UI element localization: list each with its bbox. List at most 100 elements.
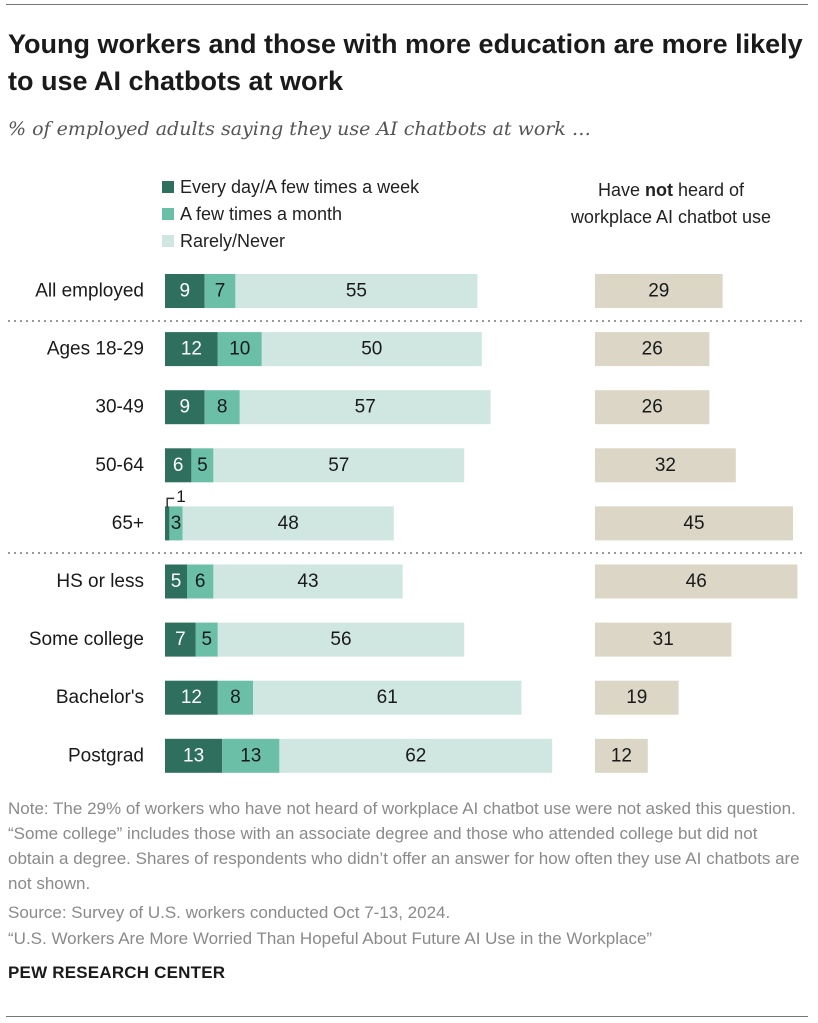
- bar-ages-18-29-rarely-never: [261, 332, 482, 367]
- chart-note: Note: The 29% of workers who have not he…: [8, 799, 800, 893]
- data-label-bachelor-s-a-few-times-a-month: 8: [230, 687, 241, 708]
- side-label-30-49: 26: [642, 397, 663, 418]
- data-label-postgrad-a-few-times-a-month: 13: [240, 745, 261, 766]
- data-label-hs-or-less-a-few-times-a-month: 6: [195, 571, 206, 592]
- bar-some-college-every-day-a-few-times-a-week: [165, 622, 196, 657]
- side-label-all-employed: 29: [648, 281, 669, 302]
- legend-item-monthly: A few times a month: [162, 202, 342, 226]
- side-bar-postgrad: [595, 738, 648, 773]
- bar-65-rarely-never: [182, 506, 394, 541]
- legend-item-rarely: Rarely/Never: [162, 229, 285, 253]
- brand-logo-text: PEW RESEARCH CENTER: [8, 963, 226, 982]
- legend-item-frequent: Every day/A few times a week: [162, 175, 419, 199]
- bar-50-64-a-few-times-a-month: [191, 448, 214, 483]
- data-label-bachelor-s-rarely-never: 61: [377, 687, 398, 708]
- side-bar-30-49: [595, 390, 710, 425]
- category-label-50-64: 50-64: [95, 455, 144, 476]
- bar-hs-or-less-rarely-never: [213, 564, 403, 599]
- side-label-hs-or-less: 46: [686, 571, 707, 592]
- data-label-50-64-rarely-never: 57: [328, 455, 349, 476]
- side-header-post: heard of workplace AI chatbot use: [570, 180, 772, 227]
- legend-label-frequent: Every day/A few times a week: [180, 176, 420, 197]
- bar-50-64-every-day-a-few-times-a-week: [165, 448, 192, 483]
- data-label-hs-or-less-rarely-never: 43: [297, 571, 318, 592]
- chart-title: Young workers and those with more educat…: [8, 29, 803, 96]
- legend-swatch-monthly: [162, 208, 174, 220]
- side-label-50-64: 32: [655, 455, 676, 476]
- bar-postgrad-a-few-times-a-month: [222, 738, 280, 773]
- bar-some-college-a-few-times-a-month: [195, 622, 218, 657]
- top-rule: [6, 4, 808, 5]
- report-title: “U.S. Workers Are More Worried Than Hope…: [8, 929, 653, 948]
- category-label-postgrad: Postgrad: [68, 745, 144, 766]
- bar-ages-18-29-every-day-a-few-times-a-week: [165, 332, 218, 367]
- side-label-some-college: 31: [653, 629, 674, 650]
- data-label-ages-18-29-every-day-a-few-times-a-week: 12: [181, 339, 202, 360]
- bar-ages-18-29-a-few-times-a-month: [217, 332, 262, 367]
- bar-65-a-few-times-a-month: [169, 506, 183, 541]
- side-bar-hs-or-less: [595, 564, 798, 599]
- category-label-hs-or-less: HS or less: [56, 571, 144, 592]
- bottom-rule: [6, 1016, 808, 1017]
- chart-subtitle: % of employed adults saying they use AI …: [8, 118, 591, 140]
- side-label-postgrad: 12: [611, 745, 632, 766]
- side-bar-all-employed: [595, 274, 723, 308]
- bar-30-49-every-day-a-few-times-a-week: [165, 390, 205, 425]
- data-label-postgrad-every-day-a-few-times-a-week: 13: [183, 745, 204, 766]
- data-label-ages-18-29-a-few-times-a-month: 10: [229, 339, 250, 360]
- bar-bachelor-s-a-few-times-a-month: [217, 680, 253, 715]
- legend-label-rarely: Rarely/Never: [180, 230, 286, 251]
- category-label-all-employed: All employed: [35, 281, 144, 302]
- side-bar-bachelor-s: [595, 680, 679, 715]
- data-label-some-college-every-day-a-few-times-a-week: 7: [175, 629, 186, 650]
- data-label-hs-or-less-every-day-a-few-times-a-week: 5: [171, 571, 182, 592]
- category-label-65: 65+: [112, 513, 144, 534]
- data-label-all-employed-every-day-a-few-times-a-week: 9: [180, 281, 191, 302]
- data-label-30-49-every-day-a-few-times-a-week: 9: [180, 397, 191, 418]
- bar-50-64-rarely-never: [213, 448, 465, 483]
- bar-30-49-rarely-never: [239, 390, 491, 425]
- bar-all-employed-rarely-never: [235, 274, 478, 308]
- data-label-30-49-rarely-never: 57: [355, 397, 376, 418]
- bar-some-college-rarely-never: [217, 622, 465, 657]
- legend-label-monthly: A few times a month: [180, 203, 343, 224]
- category-label-ages-18-29: Ages 18-29: [47, 339, 144, 360]
- bar-bachelor-s-every-day-a-few-times-a-week: [165, 680, 218, 715]
- side-bar-some-college: [595, 622, 732, 657]
- bar-30-49-a-few-times-a-month: [204, 390, 240, 425]
- chart-source: Source: Survey of U.S. workers conducted…: [8, 903, 451, 922]
- bar-bachelor-s-rarely-never: [253, 680, 522, 715]
- data-label-65-a-few-times-a-month: 3: [171, 513, 182, 534]
- data-label-ages-18-29-rarely-never: 50: [361, 339, 382, 360]
- bar-hs-or-less-a-few-times-a-month: [187, 564, 214, 599]
- bar-65-every-day-a-few-times-a-week: [165, 506, 170, 541]
- bar-postgrad-rarely-never: [279, 738, 553, 773]
- data-label-bachelor-s-every-day-a-few-times-a-week: 12: [181, 687, 202, 708]
- data-label-65-rarely-never: 48: [278, 513, 299, 534]
- side-bar-65: [595, 506, 793, 541]
- callout-line-65: [166, 497, 175, 508]
- side-column-header: Have not heard of workplace AI chatbot u…: [566, 177, 776, 231]
- data-label-50-64-a-few-times-a-month: 5: [197, 455, 208, 476]
- side-label-ages-18-29: 26: [642, 339, 663, 360]
- data-label-50-64-every-day-a-few-times-a-week: 6: [173, 455, 184, 476]
- bar-all-employed-a-few-times-a-month: [204, 274, 236, 308]
- side-bar-ages-18-29: [595, 332, 710, 367]
- data-label-all-employed-rarely-never: 55: [346, 281, 367, 302]
- side-label-bachelor-s: 19: [626, 687, 647, 708]
- legend-swatch-frequent: [162, 181, 174, 193]
- legend-swatch-rarely: [162, 235, 174, 247]
- data-label-some-college-a-few-times-a-month: 5: [202, 629, 213, 650]
- side-header-pre: Have: [597, 180, 645, 200]
- data-label-some-college-rarely-never: 56: [330, 629, 351, 650]
- side-header-bold: not: [644, 180, 673, 200]
- data-label-30-49-a-few-times-a-month: 8: [217, 397, 228, 418]
- bar-all-employed-every-day-a-few-times-a-week: [165, 274, 205, 308]
- bar-postgrad-every-day-a-few-times-a-week: [165, 738, 223, 773]
- data-label-postgrad-rarely-never: 62: [405, 745, 426, 766]
- bar-hs-or-less-every-day-a-few-times-a-week: [165, 564, 187, 599]
- category-label-30-49: 30-49: [95, 397, 144, 418]
- data-label-all-employed-a-few-times-a-month: 7: [215, 281, 226, 302]
- category-label-bachelor-s: Bachelor's: [56, 687, 144, 708]
